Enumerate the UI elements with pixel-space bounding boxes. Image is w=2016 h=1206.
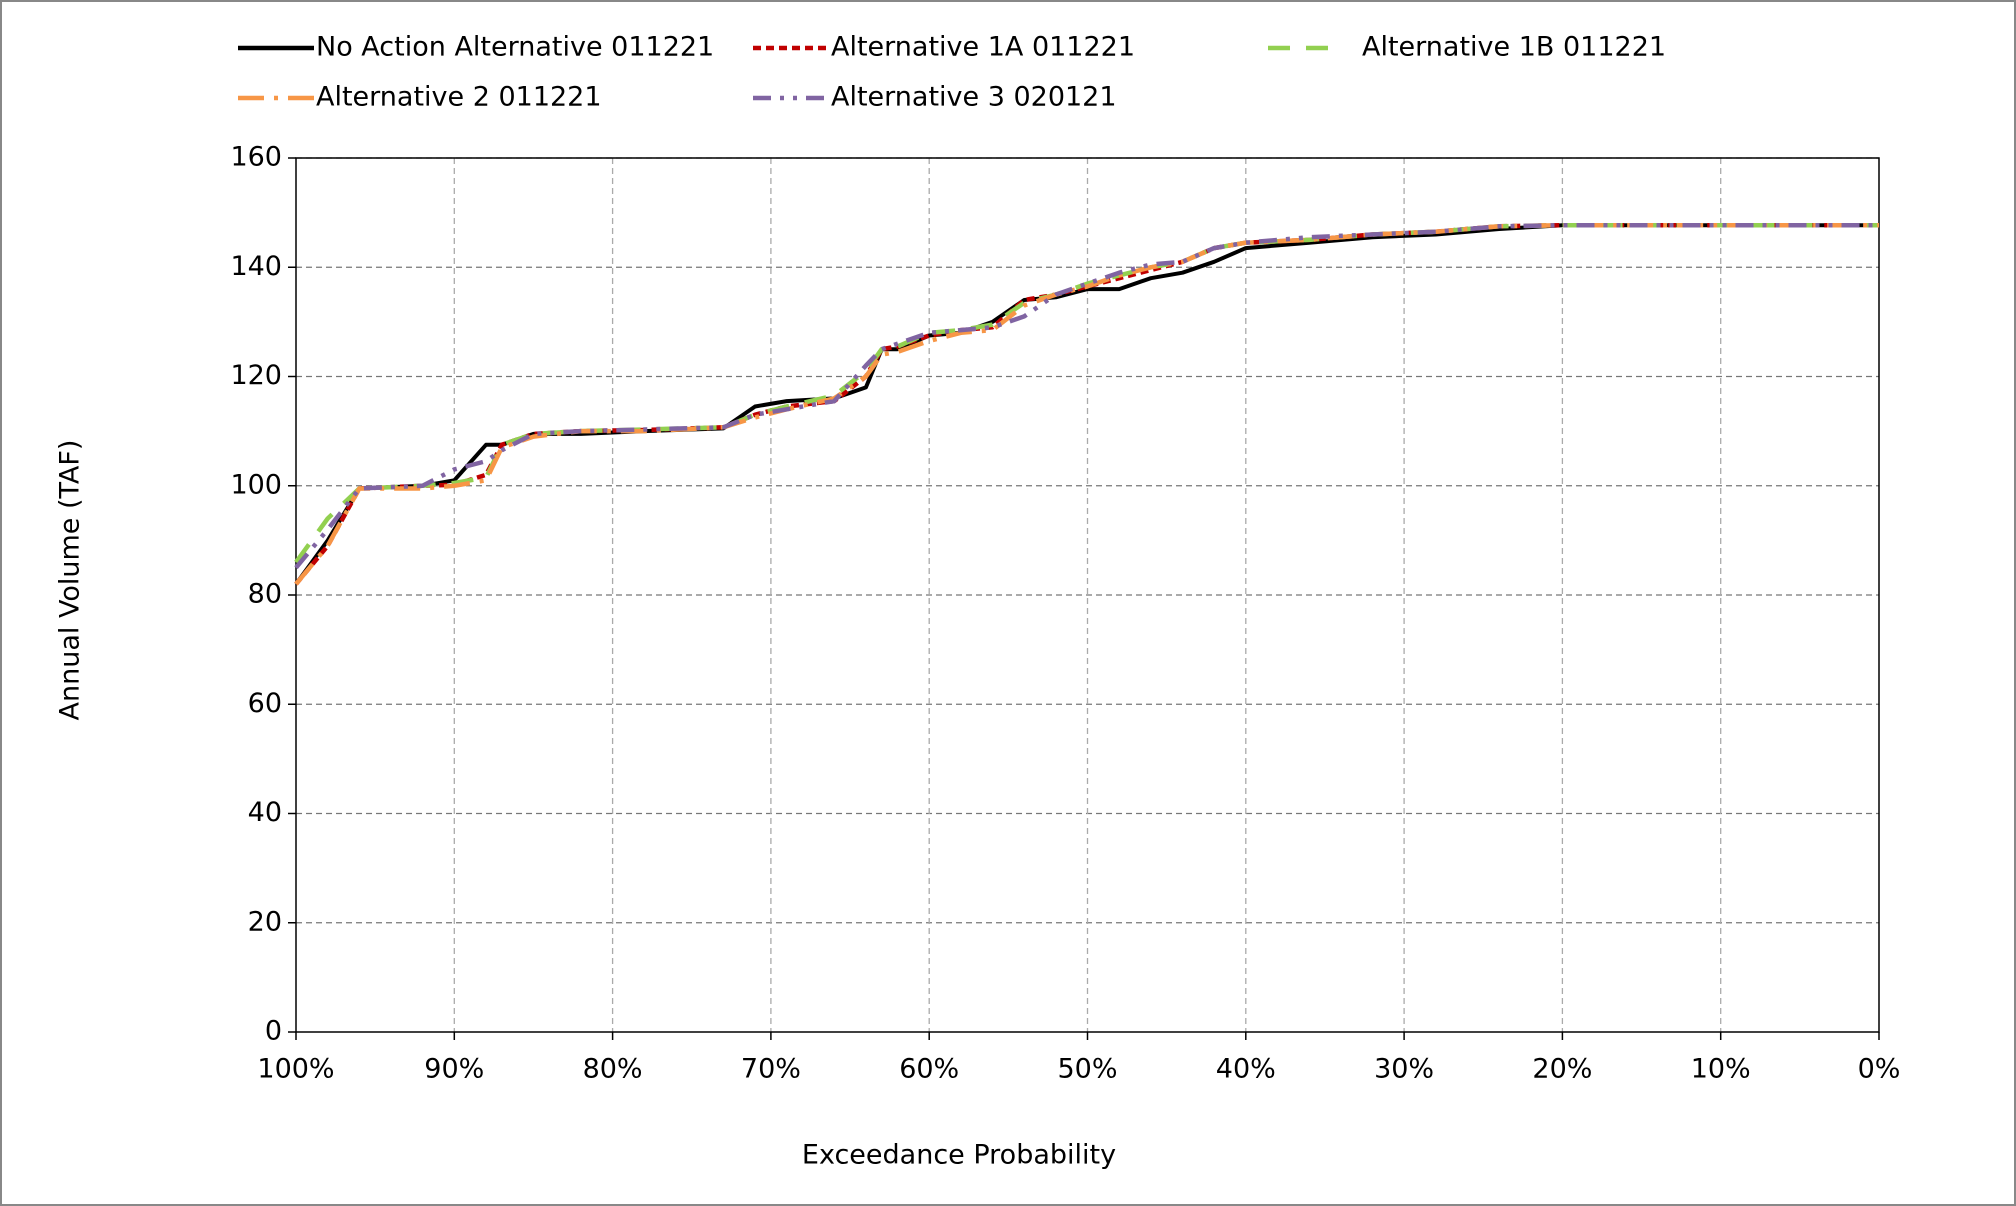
- x-tick-label: 90%: [424, 1054, 484, 1085]
- y-tick-label: 60: [248, 688, 282, 719]
- legend-label: Alternative 2 011221: [316, 82, 602, 113]
- y-tick-label: 140: [230, 251, 282, 282]
- y-axis-title: Annual Volume (TAF): [55, 440, 86, 721]
- legend-label: No Action Alternative 011221: [316, 32, 714, 63]
- x-tick-label: 80%: [583, 1054, 643, 1085]
- y-tick-label: 0: [265, 1016, 282, 1047]
- legend-label: Alternative 3 020121: [831, 82, 1117, 113]
- y-tick-label: 120: [230, 360, 282, 391]
- x-tick-label: 20%: [1532, 1054, 1592, 1085]
- y-tick-label: 20: [248, 906, 282, 937]
- x-tick-label: 60%: [899, 1054, 959, 1085]
- legend-label: Alternative 1B 011221: [1362, 32, 1666, 63]
- y-tick-label: 100: [230, 469, 282, 500]
- x-tick-label: 70%: [741, 1054, 801, 1085]
- x-tick-label: 100%: [257, 1054, 334, 1085]
- plot-frame: [295, 157, 1880, 1033]
- x-tick-label: 0%: [1858, 1054, 1901, 1085]
- y-tick-label: 80: [248, 579, 282, 610]
- x-axis-title: Exceedance Probability: [802, 1140, 1116, 1171]
- x-tick-label: 30%: [1374, 1054, 1434, 1085]
- series-line: [294, 223, 1879, 586]
- x-tick-label: 10%: [1691, 1054, 1751, 1085]
- legend-label: Alternative 1A 011221: [831, 32, 1135, 63]
- x-tick-label: 40%: [1216, 1054, 1276, 1085]
- y-tick-label: 40: [248, 797, 282, 828]
- y-tick-label: 160: [230, 142, 282, 173]
- x-tick-label: 50%: [1057, 1054, 1117, 1085]
- series-line: [294, 222, 1879, 586]
